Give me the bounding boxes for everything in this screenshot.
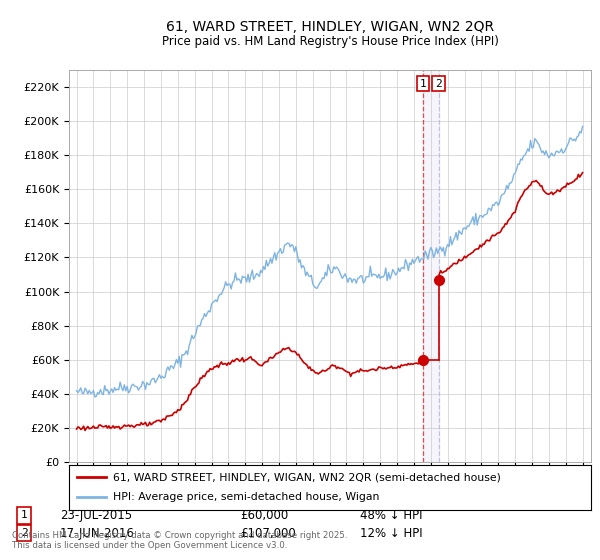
Text: 61, WARD STREET, HINDLEY, WIGAN, WN2 2QR: 61, WARD STREET, HINDLEY, WIGAN, WN2 2QR xyxy=(166,20,494,34)
Text: £60,000: £60,000 xyxy=(240,508,288,522)
Text: 2: 2 xyxy=(20,528,28,538)
Text: 17-JUN-2016: 17-JUN-2016 xyxy=(60,526,135,540)
Text: 61, WARD STREET, HINDLEY, WIGAN, WN2 2QR (semi-detached house): 61, WARD STREET, HINDLEY, WIGAN, WN2 2QR… xyxy=(113,472,501,482)
Text: 23-JUL-2015: 23-JUL-2015 xyxy=(60,508,132,522)
Text: Price paid vs. HM Land Registry's House Price Index (HPI): Price paid vs. HM Land Registry's House … xyxy=(161,35,499,48)
Bar xyxy=(423,70,439,462)
Text: £107,000: £107,000 xyxy=(240,526,296,540)
Text: Contains HM Land Registry data © Crown copyright and database right 2025.
This d: Contains HM Land Registry data © Crown c… xyxy=(12,530,347,550)
Text: 1: 1 xyxy=(420,78,427,88)
Text: 1: 1 xyxy=(20,510,28,520)
Text: 12% ↓ HPI: 12% ↓ HPI xyxy=(360,526,422,540)
Text: 2: 2 xyxy=(435,78,442,88)
Text: HPI: Average price, semi-detached house, Wigan: HPI: Average price, semi-detached house,… xyxy=(113,492,380,502)
Text: 48% ↓ HPI: 48% ↓ HPI xyxy=(360,508,422,522)
